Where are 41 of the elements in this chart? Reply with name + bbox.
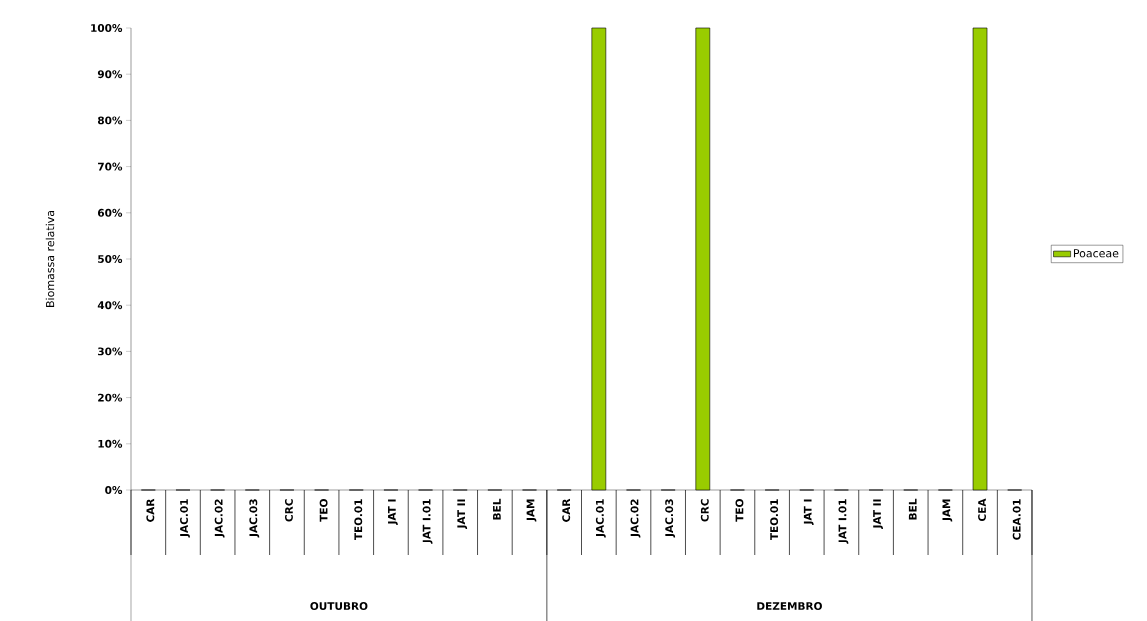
x-tick-label: TEO.01 bbox=[770, 499, 779, 541]
y-tick-label: 10% bbox=[98, 439, 123, 448]
x-tick-label: CAR bbox=[562, 498, 571, 522]
y-tick-label: 60% bbox=[97, 208, 123, 217]
x-tick-label: JAM bbox=[526, 499, 537, 522]
y-tick-label: 80% bbox=[97, 116, 123, 125]
x-tick-label: JAT I.01 bbox=[838, 499, 849, 544]
y-tick-label: 70% bbox=[98, 162, 123, 171]
x-tick-label: TEO.01 bbox=[354, 499, 363, 541]
y-axis-title: Biomassa relativa bbox=[45, 211, 55, 307]
x-tick-label: JAT II bbox=[873, 499, 883, 529]
y-tick-label: 0% bbox=[105, 486, 123, 494]
x-tick-label: JAC.02 bbox=[630, 499, 641, 538]
x-tick-label: JAT II bbox=[457, 499, 468, 529]
y-tick-label: 30% bbox=[98, 347, 123, 356]
x-tick-label: BEL bbox=[493, 498, 501, 520]
x-tick-label: CAR bbox=[146, 498, 155, 522]
x-tick-label: JAT I.01 bbox=[422, 499, 433, 544]
x-tick-label: JAC.03 bbox=[665, 499, 676, 538]
y-tick-label: 100% bbox=[91, 24, 123, 32]
y-tick-label: 90% bbox=[97, 70, 123, 79]
x-tick-label: JAC.01 bbox=[180, 499, 190, 538]
x-tick-label: JAC.02 bbox=[214, 499, 225, 538]
x-tick-label: CRC bbox=[700, 499, 709, 522]
x-tick-label: JAC.03 bbox=[249, 499, 260, 538]
text: OUTUBRO bbox=[310, 602, 368, 610]
x-tick-label: TEO bbox=[735, 499, 744, 522]
x-tick-label: CRC bbox=[284, 499, 293, 522]
x-tick-label: TEO bbox=[319, 499, 328, 522]
x-tick-label: CEA bbox=[978, 498, 986, 522]
legend-label: Poaceae bbox=[1073, 249, 1119, 258]
y-tick-label: 20% bbox=[98, 393, 123, 402]
y-tick-label: 50% bbox=[98, 255, 123, 263]
x-tick-label: JAC.01 bbox=[595, 499, 606, 538]
x-tick-label: BEL bbox=[908, 498, 917, 520]
y-tick-label: 40% bbox=[97, 301, 123, 310]
x-tick-label: JAT I bbox=[388, 499, 398, 526]
x-tick-label: CEA.01 bbox=[1012, 499, 1021, 540]
x-tick-label: JAM bbox=[942, 499, 953, 522]
text: DEZEMBRO bbox=[757, 602, 822, 610]
x-tick-label: JAT I bbox=[803, 499, 814, 526]
